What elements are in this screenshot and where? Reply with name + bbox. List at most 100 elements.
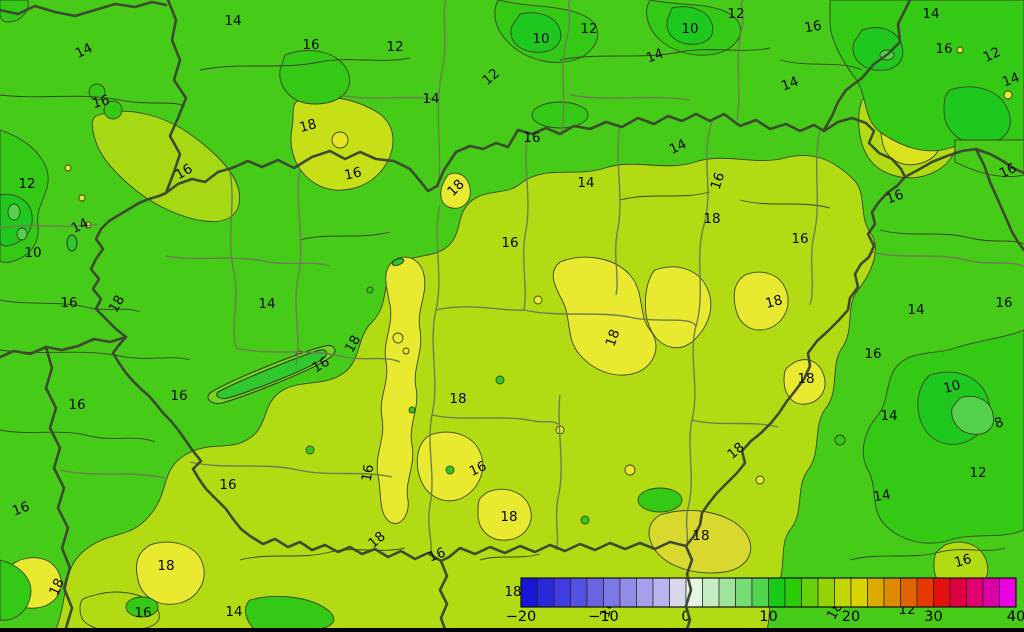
temperature-label: 16 (995, 295, 1012, 311)
colorbar-cell (867, 577, 885, 608)
temperature-label: 16 (523, 130, 540, 146)
colorbar-cell (834, 577, 852, 608)
temperature-label: 14 (258, 296, 275, 312)
temperature-label: 16 (884, 187, 906, 208)
temperature-label: 12 (981, 44, 1003, 66)
temperature-label: 16 (935, 41, 952, 57)
colorbar-cell (949, 577, 967, 608)
colorbar-tick-label: −10 (588, 609, 619, 625)
temperature-label: 16 (359, 463, 378, 483)
temperature-label: 12 (580, 21, 597, 37)
border-austria-east (164, 0, 188, 195)
colorbar-cell (735, 577, 753, 608)
border-croatia-south (44, 345, 74, 632)
temperature-label: 18 (342, 333, 364, 356)
temperature-label: 14 (224, 13, 241, 29)
colorbar-cell (570, 577, 588, 608)
temperature-label: 16 (708, 170, 729, 191)
temperature-label: 16 (91, 92, 112, 112)
colorbar-tick-label: −20 (506, 609, 537, 625)
temperature-label: 10 (24, 245, 41, 261)
colorbar-tick-label: 10 (759, 609, 777, 625)
temperature-label: 18 (504, 584, 521, 600)
temperature-label: 16 (310, 354, 333, 376)
colorbar-cell (850, 577, 868, 608)
temperature-label: 14 (667, 136, 689, 158)
temperature-label: 16 (997, 160, 1019, 182)
temperature-label: 16 (343, 164, 363, 183)
lake-balaton (216, 349, 328, 399)
temperature-label: 16 (170, 388, 187, 404)
colorbar-cell (784, 577, 802, 608)
temperature-label: 16 (791, 231, 808, 247)
temperature-label: 18 (500, 509, 517, 525)
temperature-label: 18 (797, 371, 814, 387)
temperature-label: 14 (872, 487, 892, 506)
colorbar-cell (636, 577, 654, 608)
temperature-label: 16 (134, 605, 151, 621)
temperature-label: 10 (532, 31, 549, 47)
colorbar-cell (702, 577, 720, 608)
colorbar-cell (900, 577, 918, 608)
temperature-label: 16 (68, 397, 85, 413)
border-northwest (0, 0, 168, 18)
border-ukraine-east (903, 147, 1024, 179)
colorbar-cell (603, 577, 621, 608)
temperature-label: 18 (298, 116, 319, 136)
border-croatia-serbia (438, 559, 449, 632)
colorbar-cell (801, 577, 819, 608)
colorbar-cell (652, 577, 670, 608)
temperature-labels: 14 14 16 12 12 14 16 18 16 12 16 14 10 16 18 14 18 16 12 10… (10, 6, 1022, 622)
temperature-label: 16 (302, 37, 319, 53)
temperature-label: 16 (864, 346, 881, 362)
colorbar-tick-labels: −20 −10 0 10 20 30 40 (506, 609, 1024, 625)
colorbar-cell (999, 577, 1017, 608)
colorbar-tick-label: 40 (1007, 609, 1024, 625)
temperature-label: 18 (603, 327, 624, 349)
colorbar-cell (883, 577, 901, 608)
border-ukraine-romania (974, 147, 1024, 252)
temperature-label: 14 (422, 91, 439, 107)
colorbar-cell (982, 577, 1000, 608)
temperature-label: 18 (703, 211, 720, 227)
colorbar-cell (916, 577, 934, 608)
colorbar-cell (768, 577, 786, 608)
temperature-label: 14 (907, 302, 924, 318)
temperature-label: 16 (501, 235, 518, 251)
temperature-label: 18 (106, 293, 128, 316)
temperature-label: 18 (449, 391, 466, 407)
temperature-label: 16 (10, 499, 32, 520)
temperature-label: 16 (60, 295, 77, 311)
colorbar-cell (933, 577, 951, 608)
hungary-border (89, 112, 907, 563)
temperature-label: 18 (157, 558, 174, 574)
temperature-label: 14 (880, 408, 897, 424)
temperature-label: 10 (681, 21, 698, 37)
colorbar-tick-label: 20 (842, 609, 860, 625)
temperature-label: 14 (779, 74, 801, 95)
colorbar-tick-label: 0 (681, 609, 690, 625)
temperature-label: 14 (922, 6, 939, 22)
temperature-label: 14 (225, 604, 242, 620)
colorbar-cell (520, 577, 538, 608)
temperature-label: 12 (18, 176, 35, 192)
bottom-edge-bar (0, 628, 1024, 632)
temperature-label: 16 (953, 551, 974, 571)
temperature-label: 14 (1000, 70, 1022, 91)
colorbar-cells (520, 577, 1017, 608)
temperature-label: 16 (467, 458, 489, 480)
colorbar-cell (553, 577, 571, 608)
lakes (66, 234, 405, 404)
temperature-label: 14 (73, 40, 95, 62)
temperature-label: 16 (219, 477, 236, 493)
colorbar-cell (817, 577, 835, 608)
temperature-label: 14 (69, 215, 91, 237)
temperature-label: 16 (426, 545, 448, 566)
border-slovenia-croatia-west (0, 335, 128, 359)
temperature-label: 18 (46, 576, 68, 598)
temperature-label: 16 (803, 18, 823, 37)
